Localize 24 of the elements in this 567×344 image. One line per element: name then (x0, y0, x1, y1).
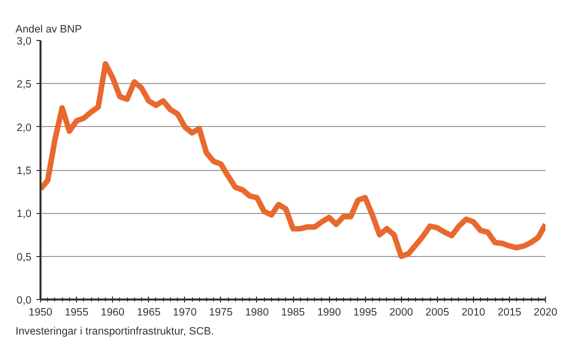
x-tick-label: 1995 (353, 306, 378, 318)
y-tick-label: 1,5 (16, 165, 32, 177)
x-tick-label: 2005 (425, 306, 450, 318)
x-tick-label: 2020 (534, 306, 558, 318)
y-tick-label: 2,5 (16, 78, 32, 91)
y-axis-title: Andel av BNP (16, 24, 82, 36)
x-tick-label: 1955 (64, 306, 88, 318)
x-tick-label: 2015 (498, 306, 522, 318)
x-tick-label: 1985 (281, 306, 305, 318)
y-tick-label: 0,0 (16, 294, 32, 306)
text: Investeringar i transportinfrastruktur, SCB. (16, 326, 214, 338)
x-tick-label: 2010 (462, 306, 486, 318)
y-tick-label: 1,0 (16, 208, 32, 220)
x-tick-label: 1965 (136, 306, 161, 318)
x-tick-label: 1975 (209, 306, 233, 318)
x-tick-label: 2000 (389, 306, 414, 318)
x-tick-label: 1970 (172, 306, 197, 318)
x-tick-label: 1950 (28, 306, 52, 318)
y-tick-label: 3,0 (16, 36, 32, 48)
x-tick-label: 1960 (100, 306, 125, 318)
y-tick-label: 0,5 (16, 251, 32, 264)
x-tick-label: 1980 (245, 306, 269, 318)
y-tick-label: 2,0 (16, 122, 32, 134)
x-tick-label: 1990 (317, 306, 341, 318)
